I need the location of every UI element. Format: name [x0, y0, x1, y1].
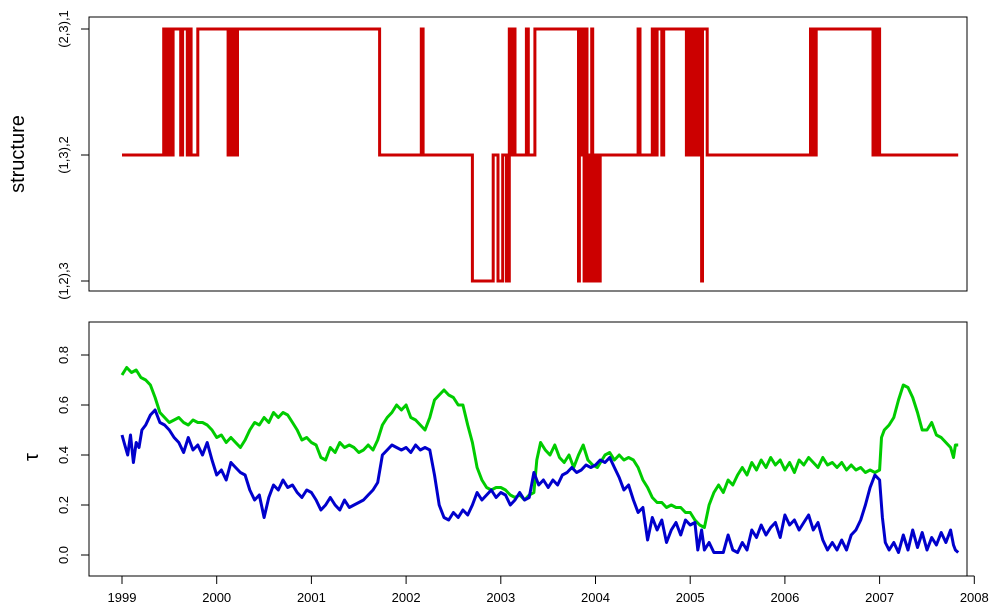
structure-axis-title: structure: [7, 115, 29, 193]
year-x-tick-label: 2000: [202, 590, 231, 605]
tau-y-tick-label: 0.2: [56, 496, 71, 514]
year-x-tick-label: 2006: [770, 590, 799, 605]
tau-y-tick-label: 0.4: [56, 446, 71, 464]
blue-series-line: [120, 408, 960, 554]
tau-y-tick-label: 0.0: [56, 546, 71, 564]
tau-y-axis: 0.0 0.2 0.4 0.6 0.8: [56, 346, 90, 564]
tau-y-tick-label: 0.6: [56, 396, 71, 414]
structure-series-line: [122, 27, 959, 283]
year-x-tick-label: 2003: [486, 590, 515, 605]
tau-panel: 0.0 0.2 0.4 0.6 0.8 1999 2000 2001 2002 2003 2004…: [21, 321, 989, 605]
year-x-tick-label: 2005: [676, 590, 705, 605]
tau-y-tick-label: 0.8: [56, 346, 71, 364]
tau-plot-frame: [88, 321, 968, 577]
green-series-line: [120, 366, 959, 529]
year-x-tick-label: 2002: [392, 590, 421, 605]
structure-y-tick-label: (1,3),2: [56, 136, 71, 174]
structure-y-tick-label: (1,2),3: [56, 262, 71, 300]
year-x-tick-label: 2001: [297, 590, 326, 605]
structure-panel: (1,2),3 (1,3),2 (2,3),1 structure: [7, 10, 968, 300]
year-x-tick-label: 2004: [581, 590, 610, 605]
year-x-tick-label: 2008: [960, 590, 989, 605]
year-x-tick-label: 2007: [865, 590, 894, 605]
structure-y-axis: (1,2),3 (1,3),2 (2,3),1: [56, 10, 90, 300]
year-x-tick-label: 1999: [108, 590, 137, 605]
structure-y-tick-label: (2,3),1: [56, 10, 71, 48]
year-x-axis: 1999 2000 2001 2002 2003 2004 2005 2006 2007 2008: [108, 575, 989, 605]
tau-axis-title: τ: [21, 453, 43, 461]
